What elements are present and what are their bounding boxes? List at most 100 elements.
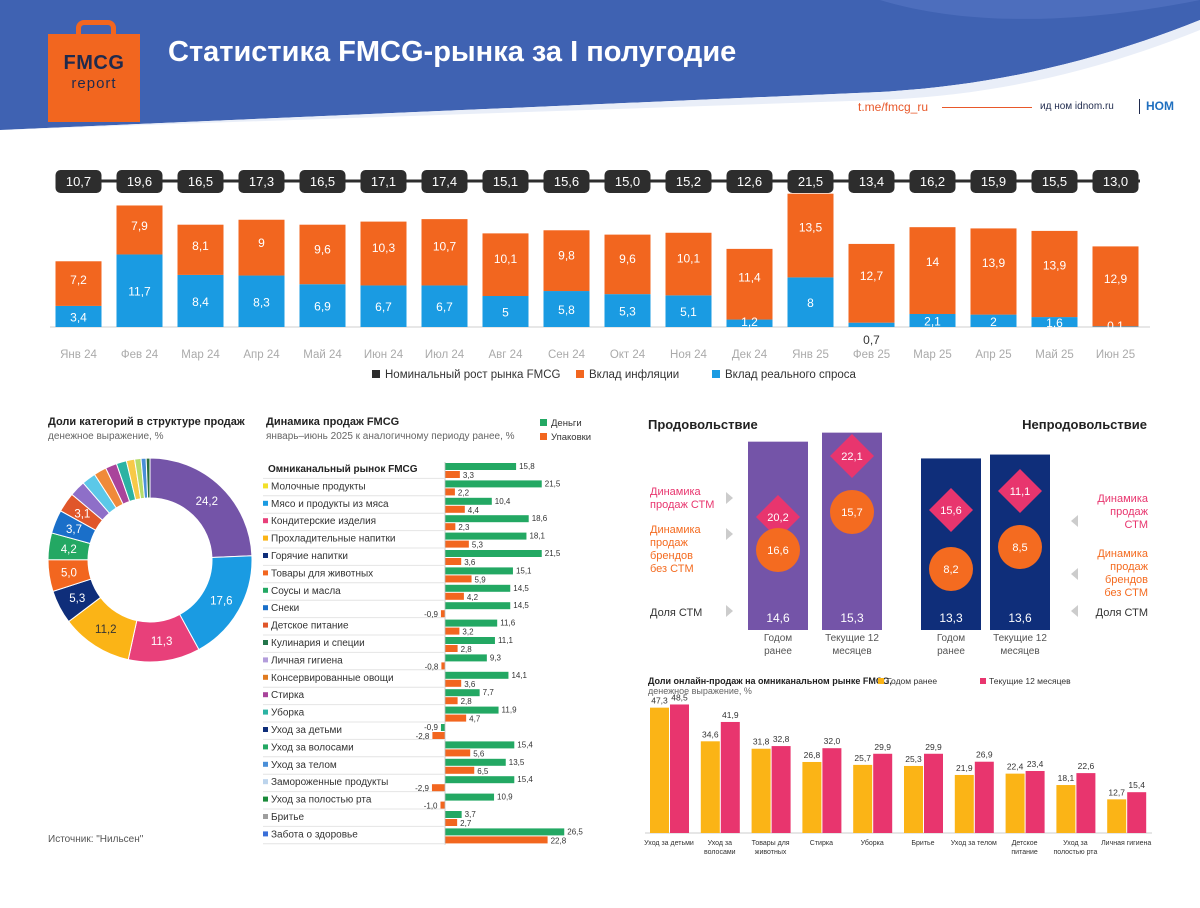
bar-packs — [445, 471, 460, 478]
donut-slice-label: 11,2 — [95, 624, 117, 636]
total-badge — [1031, 170, 1078, 193]
bar-real-demand — [665, 295, 712, 327]
stm-growth-value: 11,1 — [1010, 486, 1031, 498]
category-marker — [263, 605, 268, 611]
category-marker — [263, 779, 268, 785]
label-packs: 4,2 — [467, 593, 479, 602]
label-packs: 2,2 — [458, 488, 470, 497]
label-inflation: 14 — [926, 255, 940, 269]
bar-inflation — [421, 219, 468, 286]
fmcg-report-logo: FMCG report — [48, 20, 140, 122]
dynamics-category-label: Кулинария и специи — [271, 638, 365, 649]
month-tick-label: Апр 24 — [243, 349, 280, 361]
label-current: 32,0 — [824, 736, 841, 746]
label-packs: 6,5 — [477, 767, 489, 776]
donut-slice-label: 24,2 — [196, 496, 218, 508]
label-packs: 2,8 — [461, 697, 473, 706]
bar-packs — [445, 819, 458, 826]
month-tick-label: Июн 24 — [364, 349, 404, 361]
share-column — [921, 458, 981, 630]
bar-packs — [445, 836, 548, 844]
label-inflation: 9 — [258, 236, 265, 250]
label-money: 21,5 — [545, 479, 561, 488]
total-badge — [604, 170, 651, 193]
bar-packs — [432, 732, 445, 739]
total-badge — [909, 170, 956, 193]
brand-growth-value: 15,7 — [841, 507, 862, 519]
category-marker — [263, 796, 268, 802]
legend-swatch-money — [540, 419, 547, 426]
label-current: 29,9 — [874, 742, 891, 752]
dynamics-category-label: Прохладительные напитки — [271, 534, 395, 545]
label-packs: -0,8 — [425, 662, 439, 671]
total-value: 15,0 — [615, 174, 640, 189]
label-current: 32,8 — [773, 734, 790, 744]
share-value: 14,6 — [766, 611, 790, 625]
label-real-demand: 1,2 — [741, 315, 758, 329]
dynamics-category-label: Уход за волосами — [271, 742, 354, 753]
bar-inflation — [543, 230, 590, 292]
label-money: 14,1 — [511, 671, 527, 680]
donut-slice-label: 17,6 — [210, 595, 232, 607]
label-packs: 3,6 — [464, 558, 476, 567]
label-real-demand: 8 — [807, 296, 814, 310]
row-label-stm-growth-right: Динамика продаж СТМ — [1097, 493, 1149, 531]
label-money: 7,7 — [483, 688, 495, 697]
bar-money — [440, 724, 445, 731]
category-marker — [263, 587, 268, 593]
label-money: 15,4 — [517, 740, 533, 749]
label-inflation: 10,7 — [433, 239, 457, 253]
label-inflation: 13,9 — [982, 256, 1006, 270]
bar-prev-year — [751, 748, 771, 833]
brand-growth-circle — [929, 547, 973, 591]
label-money: 11,1 — [498, 636, 514, 645]
label-real-demand: 2,1 — [924, 314, 941, 328]
bar-real-demand — [787, 277, 834, 327]
category-marker — [263, 814, 268, 819]
stm-growth-value: 20,2 — [767, 512, 788, 524]
label-current: 29,9 — [925, 742, 942, 752]
month-tick-label: Июл 24 — [425, 349, 465, 361]
label-inflation: 10,1 — [677, 252, 701, 266]
label-current: 22,6 — [1078, 761, 1095, 771]
label-packs: 3,2 — [462, 628, 474, 637]
month-tick-label: Дек 24 — [732, 349, 768, 361]
label-prev-year: 25,7 — [854, 753, 871, 763]
total-badge — [360, 170, 407, 193]
bar-real-demand — [482, 296, 529, 327]
label-inflation: 13,5 — [799, 221, 823, 235]
online-category-label: Товары для животных — [752, 840, 790, 856]
telegram-link[interactable]: t.me/fmcg_ru — [858, 100, 929, 114]
label-inflation: 7,2 — [70, 273, 87, 287]
label-packs: -1,0 — [424, 802, 438, 811]
logo-text-fmcg: FMCG — [63, 52, 125, 74]
total-value: 16,2 — [920, 174, 945, 189]
label-real-demand: 5,1 — [680, 305, 697, 319]
bar-inflation — [177, 224, 224, 275]
month-tick-label: Янв 25 — [792, 349, 829, 361]
total-value: 21,5 — [798, 174, 823, 189]
total-badge — [1092, 170, 1139, 193]
bar-money — [445, 793, 495, 801]
category-marker — [263, 831, 268, 837]
dynamics-category-label: Бритье — [271, 812, 305, 823]
bar-prev-year — [954, 774, 974, 833]
dynamics-category-label: Соусы и масла — [271, 586, 341, 597]
bar-prev-year — [1005, 773, 1025, 833]
dynamics-category-label: Детское питание — [271, 621, 349, 632]
label-packs: 5,3 — [472, 541, 484, 550]
label-inflation: 9,8 — [558, 248, 575, 262]
total-badge — [238, 170, 285, 193]
bar-inflation — [970, 228, 1017, 315]
label-money: 18,1 — [529, 532, 545, 541]
label-money: 11,6 — [500, 619, 516, 628]
total-value: 12,6 — [737, 174, 762, 189]
label-money: 11,9 — [502, 706, 518, 715]
month-tick-label: Сен 24 — [548, 349, 586, 361]
label-real-demand: 11,7 — [128, 285, 151, 299]
bar-packs — [445, 575, 472, 583]
stm-growth-value: 22,1 — [841, 451, 862, 463]
bar-money — [445, 654, 487, 662]
month-tick-label: Мар 24 — [181, 349, 220, 361]
dynamics-category-label: Снеки — [271, 603, 299, 614]
